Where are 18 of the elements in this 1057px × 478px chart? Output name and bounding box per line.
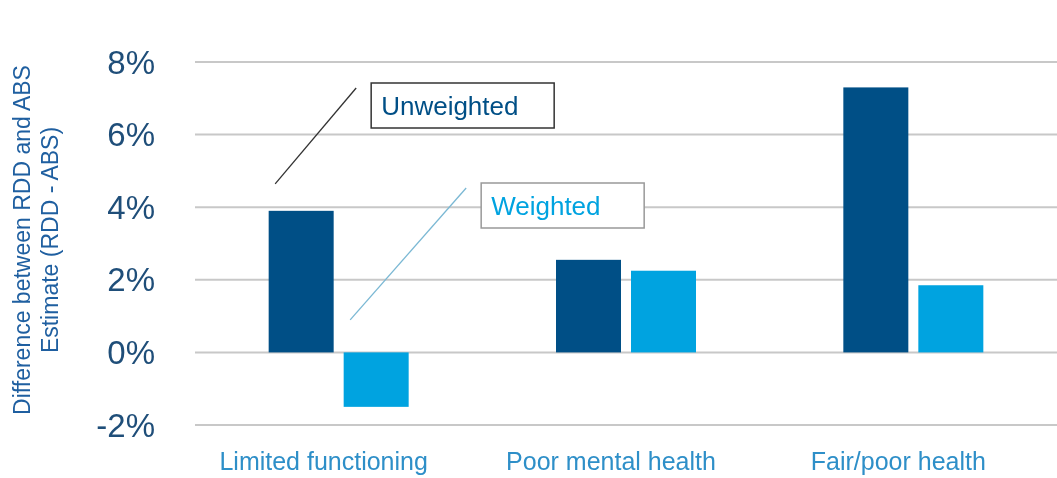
y-tick-label: 6% [107, 116, 155, 154]
y-tick-label: 8% [107, 43, 155, 81]
y-tick-label: 4% [107, 188, 155, 226]
x-tick-label: Limited functioning [219, 447, 428, 475]
x-tick-label: Poor mental health [506, 447, 716, 475]
y-axis-title: Difference between RDD and ABS Estimate (RDD - ABS) [9, 65, 63, 415]
bar [343, 352, 409, 407]
x-tick-label: Fair/poor health [810, 447, 986, 475]
bar [918, 285, 984, 353]
bar [631, 270, 696, 353]
bar [843, 87, 909, 353]
y-tick-label: 0% [107, 333, 155, 371]
text: Unweighted [381, 91, 519, 121]
text: Weighted [491, 191, 601, 221]
bar [556, 259, 621, 353]
bar [268, 210, 334, 353]
y-tick-label: 2% [107, 261, 155, 299]
y-tick-label: -2% [96, 406, 155, 444]
